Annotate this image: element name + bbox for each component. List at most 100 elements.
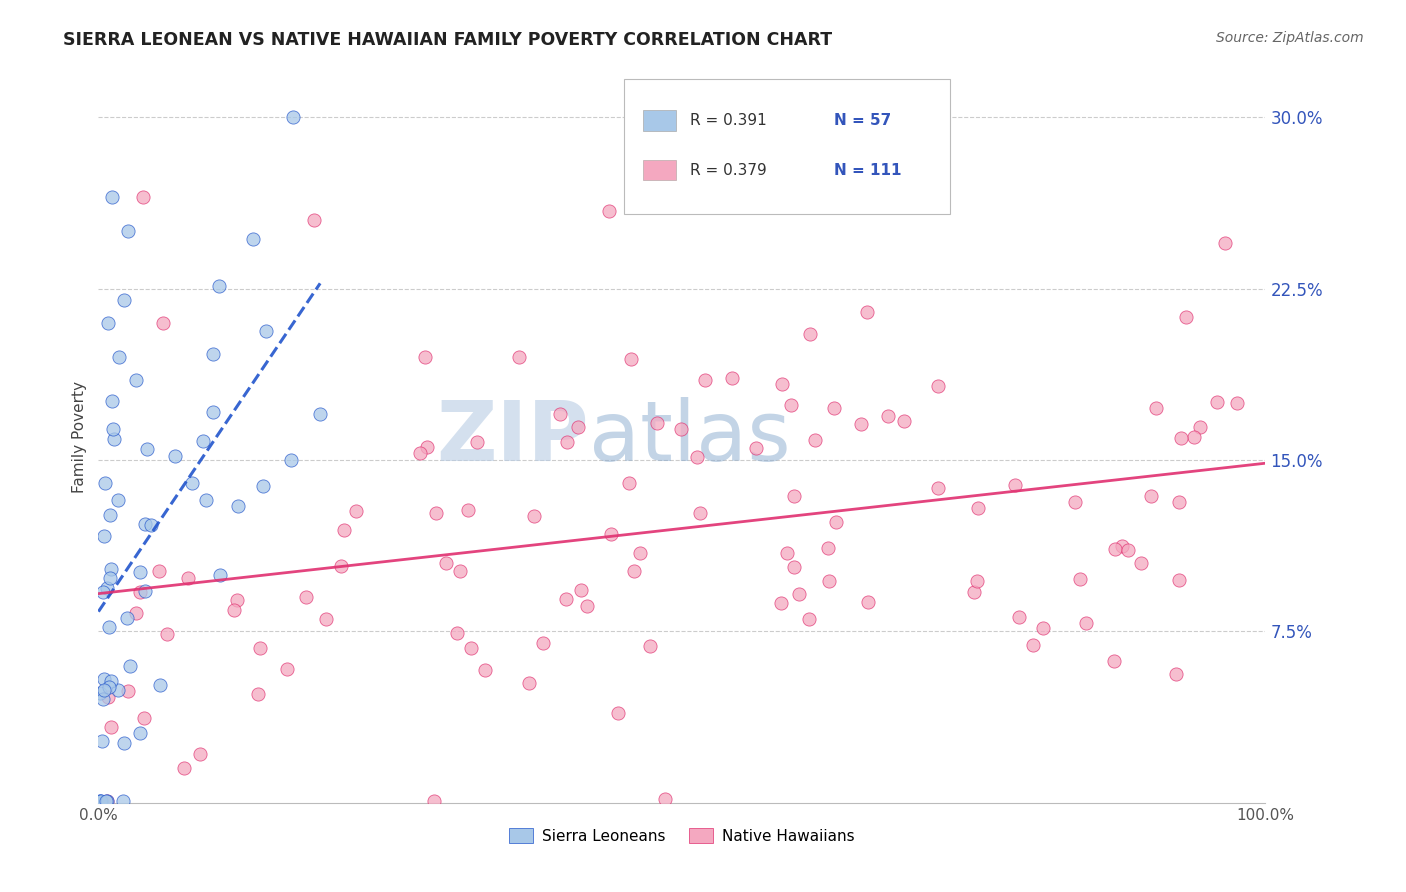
Point xyxy=(103,432,125,446)
Point xyxy=(474,663,496,677)
Point xyxy=(330,559,353,574)
Point xyxy=(97,620,120,634)
Point xyxy=(191,434,214,448)
Point xyxy=(96,793,118,807)
Point xyxy=(163,449,186,463)
FancyBboxPatch shape xyxy=(644,160,676,180)
Point xyxy=(967,500,990,515)
Point xyxy=(97,316,120,330)
Text: R = 0.391: R = 0.391 xyxy=(690,113,766,128)
Point xyxy=(1225,395,1247,409)
Point xyxy=(779,398,801,412)
Point xyxy=(408,445,430,459)
Point xyxy=(449,564,471,578)
Point xyxy=(93,529,115,543)
Point xyxy=(128,584,150,599)
Point xyxy=(242,231,264,245)
Point xyxy=(1104,542,1126,557)
Point xyxy=(775,546,797,560)
Point xyxy=(413,350,436,364)
Point xyxy=(519,676,541,690)
Point xyxy=(797,612,820,626)
Point xyxy=(180,475,202,490)
Point xyxy=(787,587,810,601)
Point xyxy=(208,279,231,293)
Point xyxy=(93,673,115,687)
Point xyxy=(134,711,156,725)
Point xyxy=(228,499,250,513)
Point xyxy=(103,422,125,436)
Point xyxy=(1007,610,1029,624)
Point xyxy=(927,481,949,495)
Point xyxy=(173,761,195,775)
Point xyxy=(91,734,114,748)
Point xyxy=(1118,543,1140,558)
Point xyxy=(855,304,877,318)
Point xyxy=(823,401,845,415)
Point xyxy=(877,409,900,423)
Point xyxy=(101,394,124,409)
Point xyxy=(782,489,804,503)
Point xyxy=(575,599,598,614)
Point xyxy=(721,371,744,385)
Point xyxy=(249,640,271,655)
Point xyxy=(1022,638,1045,652)
Point xyxy=(1140,489,1163,503)
Point xyxy=(344,503,367,517)
Point xyxy=(129,726,152,740)
Point xyxy=(177,571,200,585)
Point xyxy=(531,636,554,650)
Point xyxy=(120,659,142,673)
Point xyxy=(523,509,546,524)
Text: R = 0.379: R = 0.379 xyxy=(690,162,766,178)
Point xyxy=(555,592,578,607)
Point xyxy=(222,603,245,617)
Point xyxy=(457,503,479,517)
Point xyxy=(645,416,668,430)
Point xyxy=(818,574,841,589)
Point xyxy=(569,583,592,598)
Point xyxy=(276,662,298,676)
Text: atlas: atlas xyxy=(589,397,790,477)
Point xyxy=(112,736,135,750)
Point xyxy=(107,493,129,508)
Point xyxy=(1004,478,1026,492)
Point xyxy=(1111,539,1133,553)
Point xyxy=(89,793,111,807)
Point xyxy=(148,564,170,578)
Point xyxy=(1069,573,1091,587)
Point xyxy=(1168,574,1191,588)
Point xyxy=(422,793,444,807)
Point xyxy=(134,517,156,532)
Point xyxy=(1206,395,1229,409)
Point xyxy=(567,420,589,434)
Point xyxy=(100,674,122,689)
Point xyxy=(654,792,676,806)
Point xyxy=(446,625,468,640)
Point xyxy=(96,793,118,807)
Point xyxy=(963,585,986,599)
Point xyxy=(1130,556,1153,570)
Point xyxy=(91,585,114,599)
Point xyxy=(416,440,439,454)
Text: Source: ZipAtlas.com: Source: ZipAtlas.com xyxy=(1216,31,1364,45)
Point xyxy=(689,506,711,520)
Point xyxy=(1032,621,1054,635)
Point xyxy=(188,747,211,762)
FancyBboxPatch shape xyxy=(624,78,950,214)
Point xyxy=(1063,494,1085,508)
Point xyxy=(315,612,337,626)
Point xyxy=(548,407,571,421)
Point xyxy=(97,690,120,705)
Point xyxy=(125,606,148,620)
Point xyxy=(851,417,873,432)
Point xyxy=(201,405,224,419)
Point xyxy=(194,492,217,507)
Point xyxy=(89,793,111,807)
Point xyxy=(139,517,162,532)
Point xyxy=(280,453,302,467)
Point xyxy=(117,224,139,238)
Point xyxy=(98,681,121,695)
Point xyxy=(508,350,530,364)
Point xyxy=(247,688,270,702)
